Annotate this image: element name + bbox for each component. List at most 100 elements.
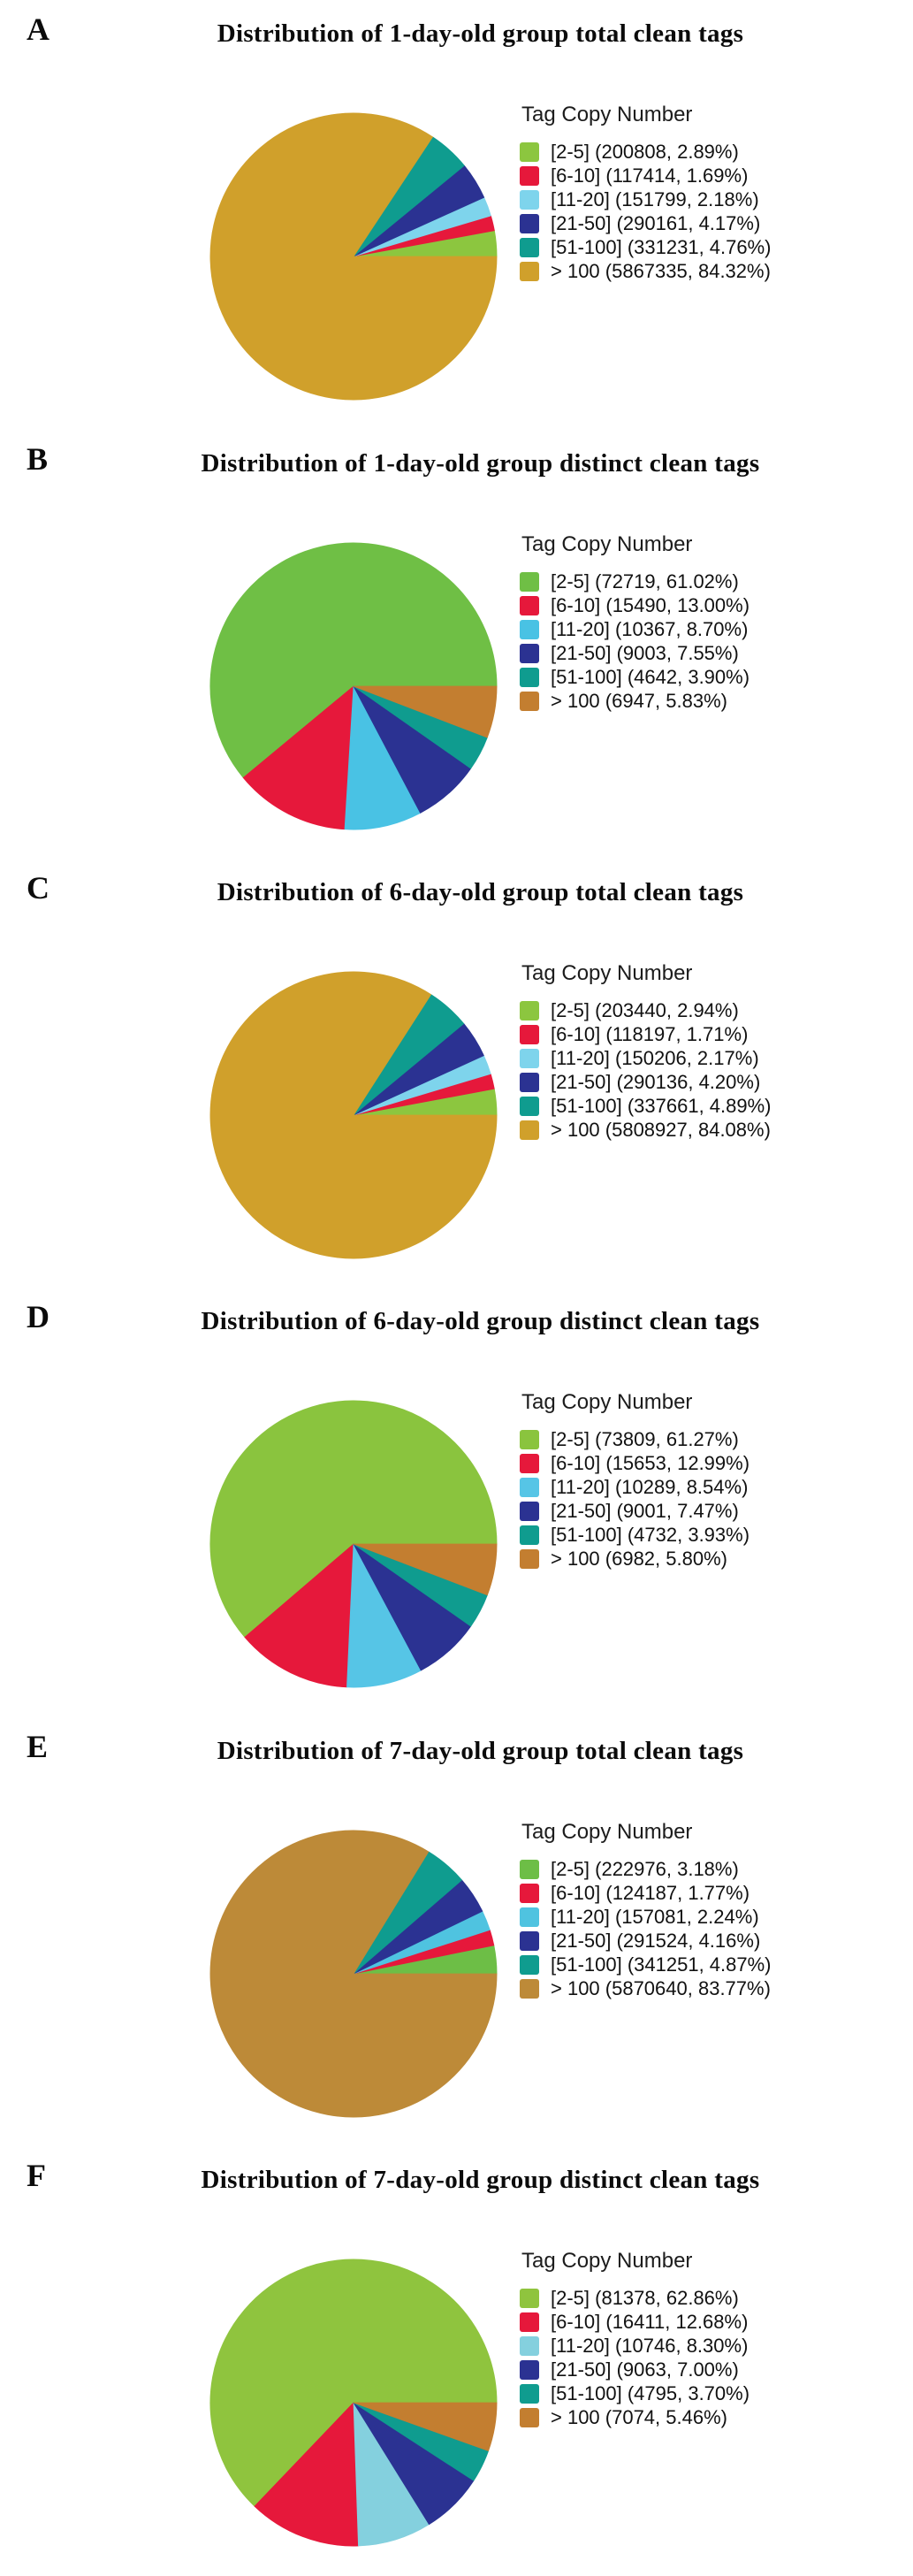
legend-swatch-icon <box>520 1954 539 1975</box>
legend-swatch-icon <box>520 1429 539 1449</box>
legend-items: [2-5] (200808, 2.89%) [6-10] (117414, 1.6… <box>520 140 772 283</box>
legend-items: [2-5] (222976, 3.18%) [6-10] (124187, 1.7… <box>520 1857 772 2000</box>
legend-item: [2-5] (73809, 61.27%) <box>520 1427 749 1451</box>
legend-item: [21-50] (290161, 4.17%) <box>520 211 772 235</box>
legend-item: [6-10] (124187, 1.77%) <box>520 1881 772 1905</box>
legend-item: [6-10] (16411, 12.68%) <box>520 2310 749 2334</box>
legend: Tag Copy Number [2-5] (81378, 62.86%) [6-… <box>520 2249 749 2429</box>
legend-label: [11-20] (10289, 8.54%) <box>551 1475 749 1498</box>
legend-swatch-icon <box>520 1978 539 1999</box>
chart-panel: C Distribution of 6-day-old group total … <box>0 859 913 1288</box>
legend-swatch-icon <box>520 643 539 663</box>
legend-swatch-icon <box>520 165 539 186</box>
legend-label: [2-5] (73809, 61.27%) <box>551 1427 739 1450</box>
legend-swatch-icon <box>520 237 539 257</box>
legend-swatch-icon <box>520 1930 539 1951</box>
pie-slice-6-10 <box>242 685 354 830</box>
legend-items: [2-5] (81378, 62.86%) [6-10] (16411, 12.6… <box>520 2286 749 2429</box>
legend-swatch-icon <box>520 189 539 210</box>
legend-item: [21-50] (9063, 7.00%) <box>520 2358 749 2381</box>
legend: Tag Copy Number [2-5] (200808, 2.89%) [6-… <box>520 103 772 283</box>
legend-label: [11-20] (150206, 2.17%) <box>551 1046 759 1069</box>
legend-swatch-icon <box>520 1883 539 1903</box>
legend-label: [11-20] (151799, 2.18%) <box>551 187 759 210</box>
chart-title: Distribution of 1-day-old group total cl… <box>217 19 744 48</box>
legend-item: [21-50] (291524, 4.16%) <box>520 1929 772 1953</box>
legend-label: [2-5] (72719, 61.02%) <box>551 569 739 592</box>
legend-label: [2-5] (203440, 2.94%) <box>551 998 739 1021</box>
legend-item: [21-50] (9003, 7.55%) <box>520 641 749 665</box>
pie-chart <box>209 542 498 830</box>
pie-slice-100 <box>209 112 498 401</box>
legend: Tag Copy Number [2-5] (203440, 2.94%) [6-… <box>520 961 772 1142</box>
pie-slice-2-5 <box>209 1400 498 1638</box>
legend-item: > 100 (5867335, 84.32%) <box>520 259 772 283</box>
legend-item: [51-100] (4795, 3.70%) <box>520 2381 749 2405</box>
panel-label: F <box>27 2158 46 2193</box>
legend-label: [21-50] (9003, 7.55%) <box>551 641 739 664</box>
legend-item: [2-5] (200808, 2.89%) <box>520 140 772 164</box>
legend-label: [51-100] (4732, 3.93%) <box>551 1523 750 1546</box>
legend-label: [21-50] (9063, 7.00%) <box>551 2358 739 2381</box>
pie-slice-2-5 <box>209 2259 498 2507</box>
legend-item: [6-10] (15490, 13.00%) <box>520 593 749 617</box>
legend-swatch-icon <box>520 619 539 639</box>
legend-label: [6-10] (124187, 1.77%) <box>551 1881 750 1904</box>
legend-label: [21-50] (290161, 4.17%) <box>551 211 761 234</box>
legend-swatch-icon <box>520 2335 539 2356</box>
legend-item: [2-5] (222976, 3.18%) <box>520 1857 772 1881</box>
panel-label: D <box>27 1299 49 1334</box>
legend-swatch-icon <box>520 2383 539 2404</box>
legend-title: Tag Copy Number <box>521 532 693 556</box>
legend-item: [6-10] (15653, 12.99%) <box>520 1451 749 1475</box>
legend-swatch-icon <box>520 261 539 281</box>
legend-item: [11-20] (10367, 8.70%) <box>520 617 749 641</box>
legend-label: [51-100] (4642, 3.90%) <box>551 665 750 688</box>
legend-swatch-icon <box>520 1501 539 1521</box>
legend-swatch-icon <box>520 213 539 233</box>
legend-item: > 100 (6982, 5.80%) <box>520 1547 749 1571</box>
legend-swatch-icon <box>520 1859 539 1879</box>
legend-swatch-icon <box>520 571 539 592</box>
legend-item: [2-5] (203440, 2.94%) <box>520 998 772 1022</box>
legend-swatch-icon <box>520 1072 539 1092</box>
legend-swatch-icon <box>520 1048 539 1068</box>
legend-swatch-icon <box>520 691 539 711</box>
legend-label: [11-20] (10367, 8.70%) <box>551 617 749 640</box>
chart-panel: A Distribution of 1-day-old group total … <box>0 0 913 429</box>
legend-label: [6-10] (16411, 12.68%) <box>551 2310 749 2333</box>
legend-label: [21-50] (9001, 7.47%) <box>551 1499 739 1522</box>
legend-label: [51-100] (4795, 3.70%) <box>551 2381 750 2404</box>
legend-label: [6-10] (15653, 12.99%) <box>551 1451 750 1474</box>
pie-slice-6-10 <box>244 1543 354 1688</box>
panel-label: E <box>27 1729 49 1764</box>
legend-item: [21-50] (290136, 4.20%) <box>520 1070 772 1094</box>
legend-label: [51-100] (331231, 4.76%) <box>551 235 772 258</box>
chart-panel: B Distribution of 1-day-old group distin… <box>0 430 913 859</box>
legend-label: [11-20] (157081, 2.24%) <box>551 1905 759 1928</box>
chart-panel: F Distribution of 7-day-old group distin… <box>0 2146 913 2575</box>
chart-title: Distribution of 7-day-old group total cl… <box>217 1737 744 1765</box>
legend-swatch-icon <box>520 2359 539 2380</box>
legend-title: Tag Copy Number <box>521 2249 693 2273</box>
legend-item: [11-20] (157081, 2.24%) <box>520 1905 772 1929</box>
pie-chart <box>209 2259 498 2547</box>
legend-swatch-icon <box>520 2288 539 2308</box>
legend-label: [21-50] (291524, 4.16%) <box>551 1929 761 1952</box>
legend-item: [11-20] (150206, 2.17%) <box>520 1046 772 1070</box>
legend-swatch-icon <box>520 595 539 615</box>
legend-item: [11-20] (151799, 2.18%) <box>520 187 772 211</box>
legend: Tag Copy Number [2-5] (72719, 61.02%) [6-… <box>520 532 749 713</box>
legend-item: [51-100] (341251, 4.87%) <box>520 1953 772 1976</box>
legend-title: Tag Copy Number <box>521 1390 693 1414</box>
legend-swatch-icon <box>520 1477 539 1497</box>
legend-swatch-icon <box>520 141 539 162</box>
legend-label: [11-20] (10746, 8.30%) <box>551 2334 749 2357</box>
legend-label: > 100 (5808927, 84.08%) <box>551 1118 771 1141</box>
legend-item: [2-5] (81378, 62.86%) <box>520 2286 749 2310</box>
legend-item: [11-20] (10746, 8.30%) <box>520 2334 749 2358</box>
legend-label: [6-10] (117414, 1.69%) <box>551 164 749 187</box>
pie-chart <box>209 112 498 401</box>
legend-label: [6-10] (118197, 1.71%) <box>551 1022 749 1045</box>
legend-label: > 100 (5870640, 83.77%) <box>551 1976 771 1999</box>
